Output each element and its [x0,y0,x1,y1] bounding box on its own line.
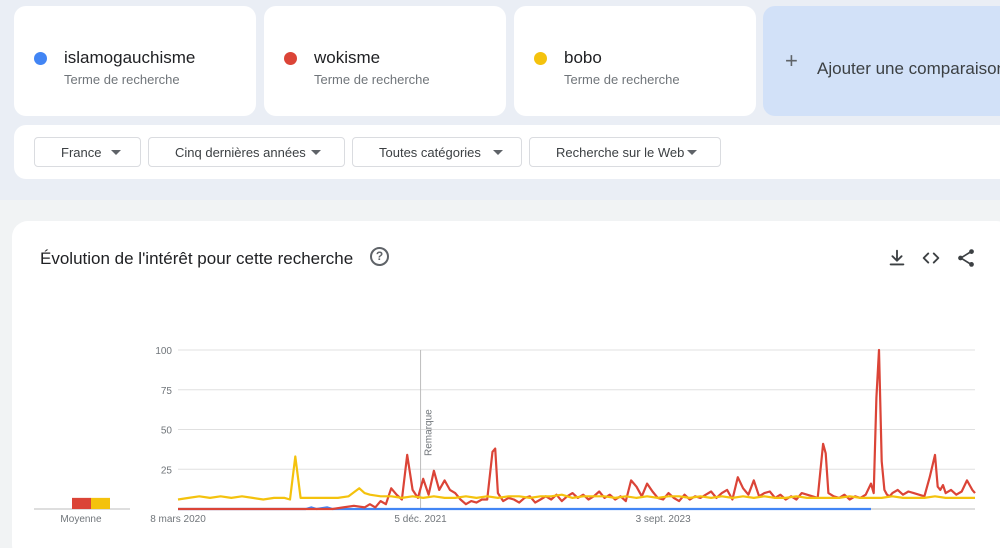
search-type-dropdown[interactable]: Recherche sur le Web [529,137,721,167]
dropdown-label: Toutes catégories [379,145,481,160]
term-name: bobo [564,48,602,67]
embed-icon[interactable] [920,247,942,269]
x-tick-label: 3 sept. 2023 [636,514,691,525]
term-name: islamogauchisme [64,48,196,67]
series-color-dot [284,52,297,65]
share-icon[interactable] [955,247,977,269]
term-name: wokisme [314,48,381,67]
term-card-bobo[interactable]: bobo Terme de recherche [514,6,756,116]
average-bar-bobo [91,497,110,509]
average-label: Moyenne [60,514,102,525]
y-tick-label: 25 [161,465,173,476]
download-icon[interactable] [886,247,908,269]
region-dropdown[interactable]: France [34,137,141,167]
x-tick-label: 5 déc. 2021 [394,514,447,525]
term-card-wokisme[interactable]: wokisme Terme de recherche [264,6,506,116]
plus-icon: + [785,48,798,73]
caret-down-icon [493,150,503,155]
dropdown-label: Recherche sur le Web [556,145,685,160]
term-card-islamogauchisme[interactable]: islamogauchisme Terme de recherche [14,6,256,116]
term-subtitle: Terme de recherche [564,72,680,87]
series-color-dot [34,52,47,65]
caret-down-icon [111,150,121,155]
y-tick-label: 75 [161,386,173,397]
average-bar-wokisme [72,497,91,509]
annotation-label: Remarque [424,409,435,456]
x-tick-label: 8 mars 2020 [150,514,206,525]
dropdown-label: France [61,145,102,160]
panel-title: Évolution de l'intérêt pour cette recher… [40,249,354,268]
interest-over-time-panel: Évolution de l'intérêt pour cette recher… [12,221,1000,548]
time-range-dropdown[interactable]: Cinq dernières années [148,137,345,167]
y-tick-label: 100 [155,346,172,357]
category-dropdown[interactable]: Toutes catégories [352,137,522,167]
term-subtitle: Terme de recherche [64,72,180,87]
y-tick-label: 50 [161,426,173,437]
caret-down-icon [311,150,321,155]
term-subtitle: Terme de recherche [314,72,430,87]
series-color-dot [534,52,547,65]
add-comparison-button[interactable]: + Ajouter une comparaison [763,6,1000,116]
series-line-bobo [177,455,975,501]
add-comparison-label: Ajouter une comparaison [817,59,1000,78]
series-line-wokisme [178,348,976,511]
filter-bar: France Cinq dernières années Toutes caté… [14,125,1000,179]
help-icon[interactable]: ? [370,247,389,266]
trend-chart: Remarque Moyenne 100 75 50 25 8 mars 2020 5 d… [34,346,976,525]
dropdown-label: Cinq dernières années [175,145,306,160]
caret-down-icon [687,150,697,155]
